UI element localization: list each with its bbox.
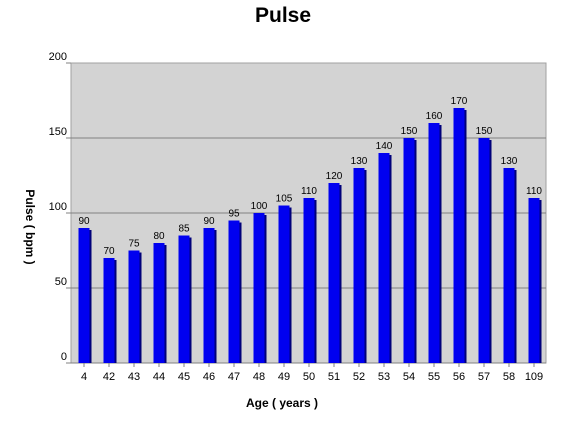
bar-shadow — [163, 245, 167, 363]
data-label: 110 — [526, 186, 542, 197]
data-label: 170 — [451, 96, 468, 107]
plot-area: 0 50 100 150 200 90 4 70 42 75 43 80 44 85 45 90 46 95 47 1… — [49, 51, 547, 383]
bar — [353, 168, 365, 363]
data-label: 130 — [501, 156, 518, 167]
x-tick-label: 45 — [178, 371, 190, 383]
data-label: 90 — [203, 216, 215, 227]
y-tick-label: 0 — [61, 351, 67, 363]
bar — [453, 108, 465, 363]
bar-shadow — [288, 207, 292, 363]
bar — [228, 220, 240, 363]
bar — [503, 168, 515, 363]
bar-shadow — [138, 252, 142, 363]
x-tick-label: 54 — [403, 371, 415, 383]
bar — [528, 198, 540, 363]
data-label: 75 — [128, 239, 140, 250]
bar-shadow — [388, 155, 392, 363]
x-axis-label: Age ( years ) — [246, 396, 318, 410]
bar — [278, 205, 290, 363]
bar-shadow — [313, 200, 317, 363]
bar — [203, 228, 215, 363]
bar — [428, 123, 440, 363]
bar-shadow — [338, 185, 342, 363]
bar — [178, 235, 190, 363]
data-label: 140 — [376, 141, 393, 152]
y-tick-label: 50 — [55, 276, 67, 288]
x-tick-label: 44 — [153, 371, 165, 383]
bar-shadow — [463, 110, 467, 363]
data-label: 110 — [301, 186, 317, 197]
x-tick-label: 55 — [428, 371, 440, 383]
data-label: 100 — [251, 201, 268, 212]
data-label: 105 — [276, 194, 293, 205]
bar — [103, 258, 115, 363]
data-label: 85 — [178, 224, 190, 235]
x-tick-label: 42 — [103, 371, 115, 383]
data-label: 95 — [228, 209, 240, 220]
bar — [253, 213, 265, 363]
bar-shadow — [113, 260, 117, 363]
y-tick-label: 100 — [49, 201, 67, 213]
bar-shadow — [213, 230, 217, 363]
bar-shadow — [363, 170, 367, 363]
x-tick-label: 56 — [453, 371, 465, 383]
bar — [378, 153, 390, 363]
bar-shadow — [188, 237, 192, 363]
x-tick-label: 43 — [128, 371, 140, 383]
data-label: 160 — [426, 111, 443, 122]
x-tick-label: 52 — [353, 371, 365, 383]
bar-shadow — [88, 230, 92, 363]
data-label: 150 — [476, 126, 493, 137]
data-label: 150 — [401, 126, 418, 137]
x-tick-label: 50 — [303, 371, 315, 383]
x-tick-label: 58 — [503, 371, 515, 383]
data-label: 120 — [326, 171, 343, 182]
data-label: 70 — [103, 246, 115, 257]
bar — [478, 138, 490, 363]
x-tick-label: 46 — [203, 371, 215, 383]
bar-shadow — [513, 170, 517, 363]
bar-shadow — [438, 125, 442, 363]
y-tick-label: 150 — [49, 126, 67, 138]
bar-shadow — [538, 200, 542, 363]
data-label: 90 — [78, 216, 90, 227]
bar — [328, 183, 340, 363]
data-label: 80 — [153, 231, 165, 242]
x-tick-label: 57 — [478, 371, 490, 383]
x-tick-label: 53 — [378, 371, 390, 383]
x-tick-label: 49 — [278, 371, 290, 383]
x-tick-label: 47 — [228, 371, 240, 383]
y-axis-label: Pulse ( bpm ) — [23, 189, 37, 264]
x-tick-label: 48 — [253, 371, 265, 383]
x-tick-label: 109 — [525, 371, 543, 383]
x-tick-label: 4 — [81, 371, 87, 383]
y-tick-label: 200 — [49, 51, 67, 63]
bar-shadow — [238, 222, 242, 363]
chart-title: Pulse — [255, 4, 311, 27]
bar — [153, 243, 165, 363]
bar — [303, 198, 315, 363]
bar-shadow — [488, 140, 492, 363]
bar — [128, 250, 140, 363]
x-tick-label: 51 — [328, 371, 340, 383]
data-label: 130 — [351, 156, 368, 167]
bar-shadow — [263, 215, 267, 363]
bar — [403, 138, 415, 363]
bar — [78, 228, 90, 363]
bar-shadow — [413, 140, 417, 363]
